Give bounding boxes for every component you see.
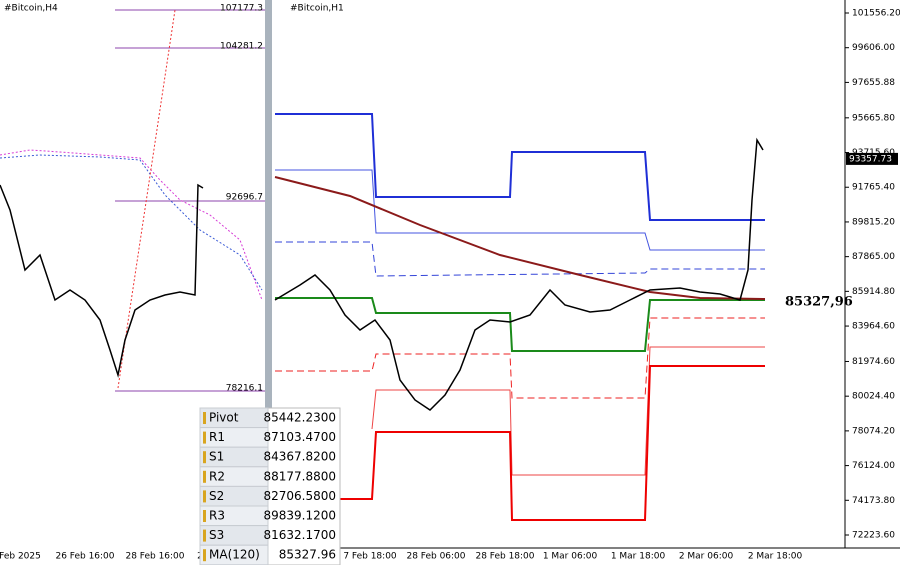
x-label: 1 Mar 18:00 bbox=[611, 552, 666, 562]
price-line bbox=[274, 137, 764, 411]
row-icon bbox=[203, 510, 206, 522]
level-line bbox=[275, 113, 765, 221]
row-name: R3 bbox=[209, 509, 225, 523]
x-label: 28 Feb 16:00 bbox=[125, 552, 184, 562]
row-name: S2 bbox=[209, 489, 224, 503]
x-label: 26 Feb 16:00 bbox=[55, 552, 114, 562]
y-tick-label: 81974.60 bbox=[852, 357, 895, 367]
x-label: 28 Feb 18:00 bbox=[475, 552, 534, 562]
price-line bbox=[0, 183, 204, 378]
left-chart: #Bitcoin,H4 107177.3 104281.2 92696.7 78… bbox=[0, 4, 265, 562]
y-tick-label: 87865.00 bbox=[852, 252, 895, 262]
moving-average bbox=[274, 176, 766, 300]
row-value: 81632.1700 bbox=[263, 528, 336, 542]
level-label: 107177.3 bbox=[220, 4, 263, 14]
y-tick-label: 74173.80 bbox=[852, 496, 895, 506]
row-icon bbox=[203, 431, 206, 444]
x-label: 2 Mar 18:00 bbox=[748, 552, 803, 562]
row-icon bbox=[203, 490, 206, 503]
level-line bbox=[275, 297, 765, 352]
ma-label: 85327,96 bbox=[785, 295, 853, 310]
level-line bbox=[275, 241, 765, 277]
level-line bbox=[275, 317, 765, 399]
level-line bbox=[371, 346, 765, 476]
y-tick-label: 91765.40 bbox=[852, 183, 895, 193]
y-tick-label: 95665.80 bbox=[852, 113, 895, 123]
cloud-edge bbox=[0, 149, 263, 301]
x-label: 2 Mar 06:00 bbox=[679, 552, 734, 562]
x-label: 28 Feb 06:00 bbox=[406, 552, 465, 562]
row-icon bbox=[203, 451, 206, 464]
level-line bbox=[275, 365, 765, 521]
current-price: 93357.73 bbox=[849, 154, 892, 164]
row-value: 88177.8800 bbox=[263, 469, 336, 483]
y-tick-label: 97655.88 bbox=[852, 78, 895, 88]
row-name: S1 bbox=[209, 450, 224, 464]
y-tick-label: 78074.20 bbox=[852, 426, 895, 436]
row-icon bbox=[203, 549, 206, 562]
row-icon bbox=[203, 470, 206, 483]
row-value: 89839.1200 bbox=[263, 509, 336, 523]
y-tick-label: 83964.60 bbox=[852, 322, 895, 332]
level-label: 104281.2 bbox=[220, 42, 263, 52]
y-tick-label: 101556.20 bbox=[852, 9, 900, 19]
row-value: 85327.96 bbox=[279, 548, 336, 562]
x-label: 7 Feb 18:00 bbox=[343, 552, 397, 562]
y-tick-label: 99606.00 bbox=[852, 43, 895, 53]
price-tag bbox=[846, 152, 898, 165]
row-name: R2 bbox=[209, 469, 225, 483]
y-tick-label: 89815.20 bbox=[852, 217, 895, 227]
level-line bbox=[275, 169, 765, 251]
row-icon bbox=[203, 529, 206, 542]
level-label: 78216.1 bbox=[226, 384, 263, 394]
y-tick-label: 76124.00 bbox=[852, 461, 895, 471]
row-name: Pivot bbox=[209, 411, 239, 425]
y-tick-label: 85914.80 bbox=[852, 287, 895, 297]
row-name: R1 bbox=[209, 430, 225, 444]
row-value: 87103.4700 bbox=[263, 430, 336, 444]
row-value: 85442.2300 bbox=[263, 411, 336, 425]
splitter[interactable] bbox=[265, 0, 272, 548]
level-label: 92696.7 bbox=[226, 193, 263, 203]
levels-table: Pivot 85442.2300 R1 87103.4700 S1 84367.8200 R… bbox=[199, 407, 341, 566]
x-label: Feb 2025 bbox=[0, 552, 41, 562]
row-icon bbox=[203, 412, 206, 424]
y-tick-label: 72223.60 bbox=[852, 531, 895, 541]
row-value: 84367.8200 bbox=[263, 450, 336, 464]
x-label: 1 Mar 06:00 bbox=[543, 552, 598, 562]
row-value: 82706.5800 bbox=[263, 489, 336, 503]
panel-title: #Bitcoin,H4 bbox=[4, 4, 58, 14]
right-chart: #Bitcoin,H1 85327,96 7 Feb 18:00 28 Feb … bbox=[272, 0, 900, 562]
row-name: S3 bbox=[209, 528, 224, 542]
cloud-edge bbox=[0, 154, 263, 291]
y-tick-label: 80024.40 bbox=[852, 392, 895, 402]
panel-title: #Bitcoin,H1 bbox=[290, 4, 344, 14]
row-name: MA(120) bbox=[209, 548, 260, 562]
